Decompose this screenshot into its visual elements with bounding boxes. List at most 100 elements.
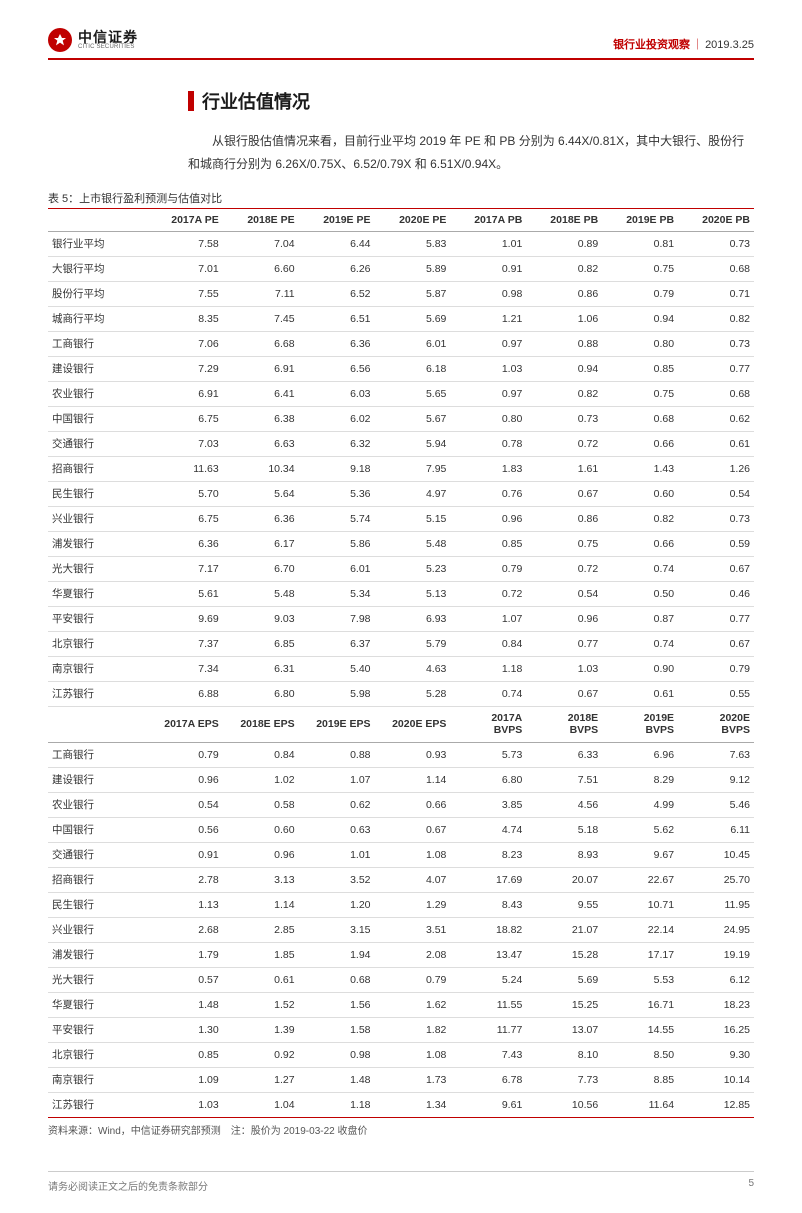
table-cell: 1.08 <box>375 842 451 867</box>
table-cell: 0.62 <box>299 792 375 817</box>
table-cell: 7.95 <box>375 456 451 481</box>
table-cell: 2019EBVPS <box>602 706 678 742</box>
table-cell: 7.29 <box>147 356 223 381</box>
table-cell: 光大银行 <box>48 556 147 581</box>
logo-text: 中信证券 CITIC SECURITIES <box>78 30 138 50</box>
table-cell: 8.50 <box>602 1042 678 1067</box>
table-cell: 民生银行 <box>48 892 147 917</box>
table-cell: 2020EBVPS <box>678 706 754 742</box>
table-cell: 0.57 <box>147 967 223 992</box>
table-cell: 0.72 <box>526 431 602 456</box>
table-cell: 0.67 <box>678 556 754 581</box>
table-cell: 华夏银行 <box>48 992 147 1017</box>
page-header: 中信证券 CITIC SECURITIES 银行业投资观察｜2019.3.25 <box>48 28 754 60</box>
table-cell: 1.21 <box>450 306 526 331</box>
table-cell: 3.13 <box>223 867 299 892</box>
table-cell: 6.80 <box>450 767 526 792</box>
section-title-text: 行业估值情况 <box>202 88 310 114</box>
table-cell: 3.52 <box>299 867 375 892</box>
table-cell: 0.50 <box>602 581 678 606</box>
table-cell: 5.83 <box>375 231 451 256</box>
table-cell: 6.88 <box>147 681 223 706</box>
table-row: 民生银行1.131.141.201.298.439.5510.7111.95 <box>48 892 754 917</box>
table-cell: 0.96 <box>223 842 299 867</box>
table-cell: 6.36 <box>299 331 375 356</box>
table-cell: 0.79 <box>450 556 526 581</box>
table-cell: 0.88 <box>299 742 375 767</box>
table-cell: 0.79 <box>602 281 678 306</box>
table-cell: 6.02 <box>299 406 375 431</box>
table-cell: 4.63 <box>375 656 451 681</box>
table-cell: 3.85 <box>450 792 526 817</box>
table-cell: 0.94 <box>602 306 678 331</box>
table-row: 浦发银行6.366.175.865.480.850.750.660.59 <box>48 531 754 556</box>
table-cell: 9.69 <box>147 606 223 631</box>
table-cell <box>48 706 147 742</box>
table-cell: 0.78 <box>450 431 526 456</box>
table-cell: 0.73 <box>678 231 754 256</box>
table-cell: 1.02 <box>223 767 299 792</box>
table-cell: 0.74 <box>602 556 678 581</box>
table-cell: 7.03 <box>147 431 223 456</box>
table-cell: 0.61 <box>602 681 678 706</box>
table-cell: 7.73 <box>526 1067 602 1092</box>
table-cell: 1.48 <box>299 1067 375 1092</box>
table-cell: 7.37 <box>147 631 223 656</box>
table-cell: 1.58 <box>299 1017 375 1042</box>
table-cell: 6.70 <box>223 556 299 581</box>
section-title: 行业估值情况 <box>188 88 754 114</box>
table-cell: 5.40 <box>299 656 375 681</box>
table-cell: 2017ABVPS <box>450 706 526 742</box>
table-cell: 1.27 <box>223 1067 299 1092</box>
table-cell: 中国银行 <box>48 406 147 431</box>
table-cell: 0.67 <box>678 631 754 656</box>
table-cell: 0.66 <box>602 531 678 556</box>
table-cell: 1.01 <box>299 842 375 867</box>
table-cell: 5.48 <box>375 531 451 556</box>
table-cell: 4.74 <box>450 817 526 842</box>
table-cell: 6.52 <box>299 281 375 306</box>
table-cell: 7.51 <box>526 767 602 792</box>
table-cell: 0.60 <box>602 481 678 506</box>
table-cell: 5.67 <box>375 406 451 431</box>
table-cell: 5.15 <box>375 506 451 531</box>
table-cell: 2.78 <box>147 867 223 892</box>
table-cell: 0.61 <box>223 967 299 992</box>
table-row: 中国银行6.756.386.025.670.800.730.680.62 <box>48 406 754 431</box>
table-cell: 0.96 <box>450 506 526 531</box>
table-cell: 1.03 <box>147 1092 223 1117</box>
table-row: 大银行平均7.016.606.265.890.910.820.750.68 <box>48 256 754 281</box>
table-cell: 5.69 <box>526 967 602 992</box>
table-cell: 17.69 <box>450 867 526 892</box>
table-cell: 4.97 <box>375 481 451 506</box>
table-cell: 0.77 <box>678 356 754 381</box>
table-cell: 5.46 <box>678 792 754 817</box>
table-cell: 农业银行 <box>48 792 147 817</box>
table-cell: 0.67 <box>526 481 602 506</box>
table-cell: 25.70 <box>678 867 754 892</box>
table-cell: 兴业银行 <box>48 917 147 942</box>
table-cell: 17.17 <box>602 942 678 967</box>
table-cell: 0.73 <box>526 406 602 431</box>
table-cell: 0.58 <box>223 792 299 817</box>
table-cell: 6.68 <box>223 331 299 356</box>
table-cell: 16.71 <box>602 992 678 1017</box>
table-cell: 1.61 <box>526 456 602 481</box>
table-cell: 浦发银行 <box>48 531 147 556</box>
table-col-header: 2018E PE <box>223 208 299 231</box>
table-row: 华夏银行1.481.521.561.6211.5515.2516.7118.23 <box>48 992 754 1017</box>
table-cell: 0.61 <box>678 431 754 456</box>
header-date: 2019.3.25 <box>705 39 754 51</box>
table-cell: 0.98 <box>299 1042 375 1067</box>
table-row: 兴业银行6.756.365.745.150.960.860.820.73 <box>48 506 754 531</box>
table-cell: 光大银行 <box>48 967 147 992</box>
table-cell: 5.62 <box>602 817 678 842</box>
table-cell: 0.91 <box>147 842 223 867</box>
table-row: 农业银行0.540.580.620.663.854.564.995.46 <box>48 792 754 817</box>
table-cell: 9.18 <box>299 456 375 481</box>
table-row: 浦发银行1.791.851.942.0813.4715.2817.1719.19 <box>48 942 754 967</box>
table-row: 北京银行7.376.856.375.790.840.770.740.67 <box>48 631 754 656</box>
table-cell: 5.61 <box>147 581 223 606</box>
table-cell: 5.48 <box>223 581 299 606</box>
table-cell: 0.93 <box>375 742 451 767</box>
